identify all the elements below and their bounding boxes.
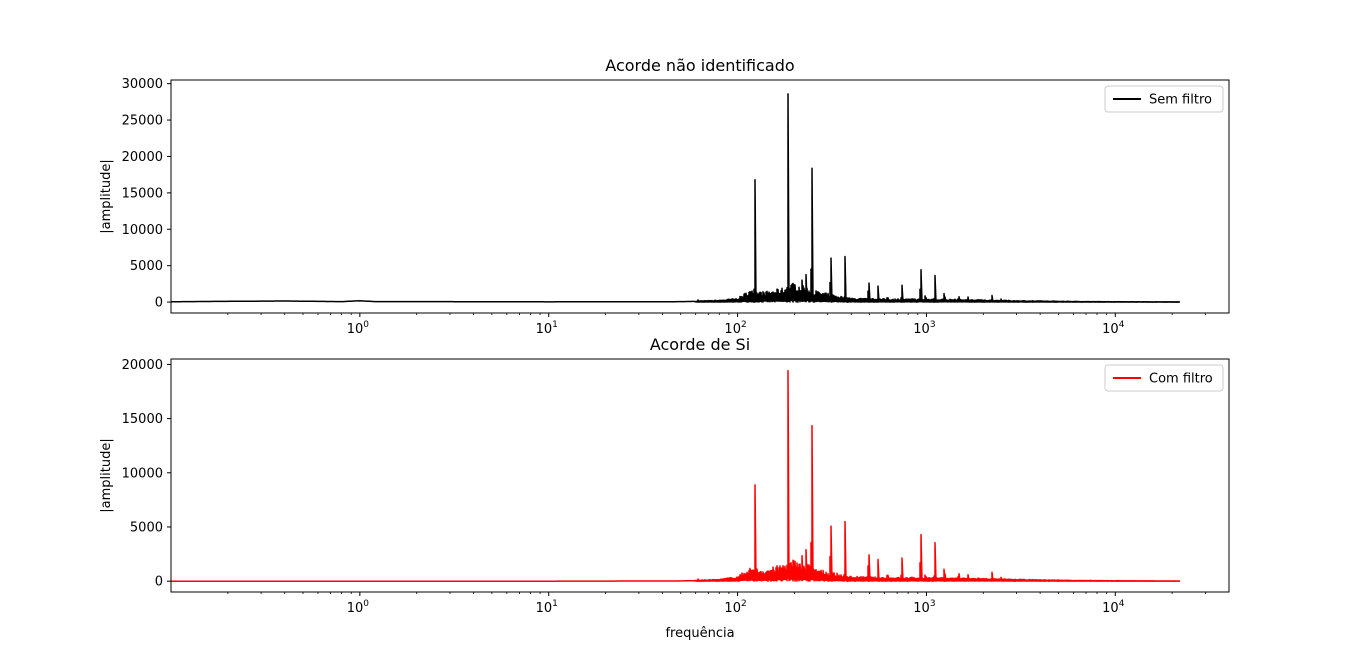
x-tick-base: 10 xyxy=(724,322,741,337)
x-tick-base: 10 xyxy=(347,322,364,337)
chart-title: Acorde não identificado xyxy=(605,56,794,75)
x-tick-base: 10 xyxy=(913,601,930,616)
x-tick-label: 101 xyxy=(536,320,558,337)
y-tick-label: 20000 xyxy=(122,150,163,165)
y-tick-label: 15000 xyxy=(122,186,163,201)
y-tick-label: 10000 xyxy=(122,466,163,481)
x-tick-base: 10 xyxy=(1102,322,1119,337)
x-tick-label: 101 xyxy=(536,599,558,616)
x-tick-exponent: 1 xyxy=(552,599,558,609)
y-tick-label: 30000 xyxy=(122,77,163,92)
x-tick-exponent: 3 xyxy=(930,320,936,330)
x-tick-label: 104 xyxy=(1102,320,1125,337)
x-tick-exponent: 1 xyxy=(552,320,558,330)
legend: Sem filtro xyxy=(1104,85,1224,113)
plots: Acorde não identificado |amplitude| 0 5000 1… xyxy=(99,56,1230,641)
legend-box xyxy=(1104,364,1224,392)
axes-frame xyxy=(170,79,1230,314)
x-tick-base: 10 xyxy=(1102,601,1119,616)
y-tick-label: 10000 xyxy=(122,223,163,238)
legend: Com filtro xyxy=(1104,364,1224,392)
x-tick-exponent: 0 xyxy=(363,320,369,330)
x-tick-exponent: 4 xyxy=(1119,599,1125,609)
legend-label: Sem filtro xyxy=(1149,93,1212,108)
legend-label: Com filtro xyxy=(1149,372,1213,387)
x-tick-exponent: 2 xyxy=(741,320,747,330)
x-tick-base: 10 xyxy=(347,601,364,616)
x-tick-base: 10 xyxy=(913,322,930,337)
series-line xyxy=(171,369,1181,582)
legend-box xyxy=(1104,85,1224,113)
x-tick-label: 100 xyxy=(347,320,370,337)
x-tick-exponent: 0 xyxy=(363,599,369,609)
x-tick-base: 10 xyxy=(536,601,553,616)
y-tick-label: 5000 xyxy=(130,259,163,274)
chart-1: Acorde não identificado |amplitude| 0 5000 1… xyxy=(99,56,1230,337)
x-tick-exponent: 3 xyxy=(930,599,936,609)
x-tick-base: 10 xyxy=(724,601,741,616)
x-tick-label: 104 xyxy=(1102,599,1125,616)
y-tick-label: 0 xyxy=(155,575,163,590)
y-tick-label: 20000 xyxy=(122,358,163,373)
x-tick-label: 103 xyxy=(913,599,935,616)
x-tick-label: 100 xyxy=(347,599,370,616)
x-tick-exponent: 2 xyxy=(741,599,747,609)
x-tick-label: 102 xyxy=(724,599,746,616)
y-tick-label: 0 xyxy=(155,296,163,311)
y-tick-label: 25000 xyxy=(122,114,163,129)
y-tick-label: 15000 xyxy=(122,412,163,427)
x-tick-base: 10 xyxy=(536,322,553,337)
series-line xyxy=(171,93,1180,303)
axes-frame xyxy=(170,358,1230,593)
x-axis-label: frequência xyxy=(665,626,734,641)
y-tick-label: 5000 xyxy=(130,520,163,535)
y-axis-label: |amplitude| xyxy=(99,159,114,233)
x-tick-exponent: 4 xyxy=(1119,320,1125,330)
y-axis-label: |amplitude| xyxy=(99,438,114,512)
x-tick-label: 102 xyxy=(724,320,746,337)
chart-2: Acorde de Si|amplitude|frequência0500010… xyxy=(99,335,1230,641)
chart-title: Acorde de Si xyxy=(650,335,750,354)
x-tick-label: 103 xyxy=(913,320,935,337)
